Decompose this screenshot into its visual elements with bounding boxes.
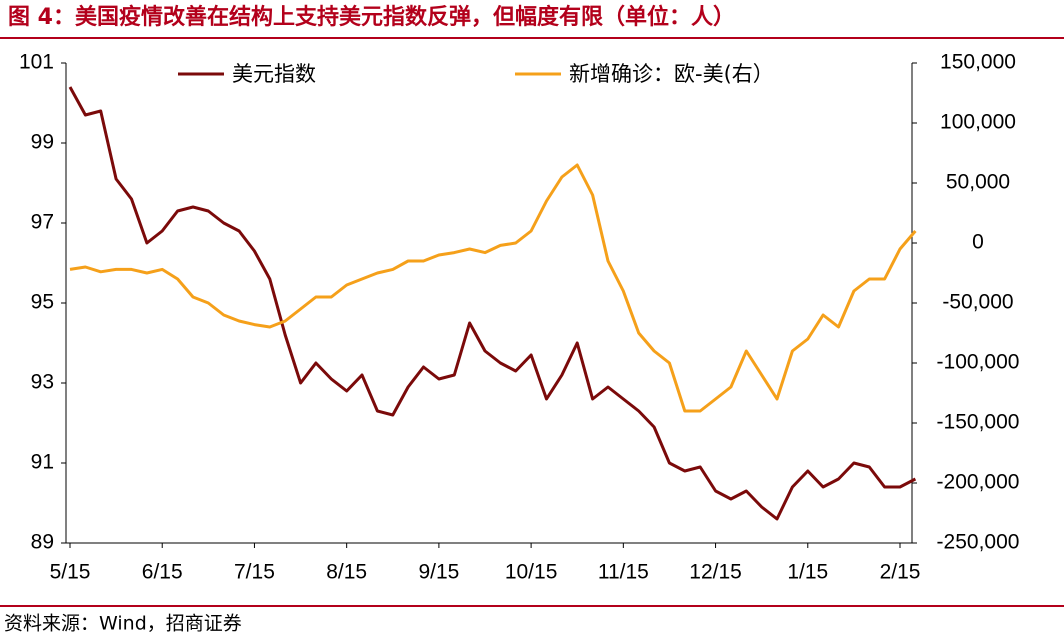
- y-tick-label: 97: [31, 211, 54, 234]
- x-tick-label: 11/15: [598, 561, 649, 584]
- y2-tick-label: -200,000: [937, 471, 1020, 494]
- x-tick-label: 1/15: [787, 561, 828, 584]
- y-tick-label: 95: [31, 291, 54, 314]
- y-tick-label: 91: [31, 451, 54, 474]
- x-tick-label: 10/15: [505, 561, 558, 584]
- x-tick-label: 7/15: [234, 561, 275, 584]
- y2-tick-label: 0: [972, 231, 984, 254]
- series-line: [69, 163, 917, 413]
- series-line: [68, 86, 917, 521]
- legend-label: 新增确诊：欧-美(右）: [569, 62, 774, 86]
- y-tick-label: 93: [31, 371, 54, 394]
- plot: 89 91 93 95 97 99 101 -250,000 -200,000 -150,000 -…: [19, 51, 1020, 584]
- y2-tick-label: -150,000: [937, 411, 1020, 434]
- y2-tick-label: 150,000: [940, 51, 1016, 74]
- y2-tick-label: -100,000: [937, 351, 1020, 374]
- y2-tick-label: -50,000: [942, 291, 1013, 314]
- y2-tick-label: -250,000: [937, 531, 1020, 554]
- source: 资料来源：Wind，招商证券: [4, 613, 242, 635]
- x-tick-label: 8/15: [326, 561, 367, 584]
- y-tick-label: 89: [31, 531, 54, 554]
- x-tick-label: 6/15: [142, 561, 183, 584]
- x-tick-label: 5/15: [50, 561, 91, 584]
- y-tick-label: 99: [31, 131, 54, 154]
- x-tick-label: 2/15: [880, 561, 921, 584]
- y2-tick-label: 100,000: [940, 111, 1016, 134]
- y2-tick-label: 50,000: [946, 171, 1010, 194]
- x-tick-label: 12/15: [689, 561, 742, 584]
- y-tick-label: 101: [19, 51, 54, 74]
- legend-label: 美元指数: [232, 62, 316, 86]
- chart-title: 图 4：美国疫情改善在结构上支持美元指数反弹，但幅度有限（单位：人）: [8, 4, 735, 30]
- x-tick-label: 9/15: [418, 561, 459, 584]
